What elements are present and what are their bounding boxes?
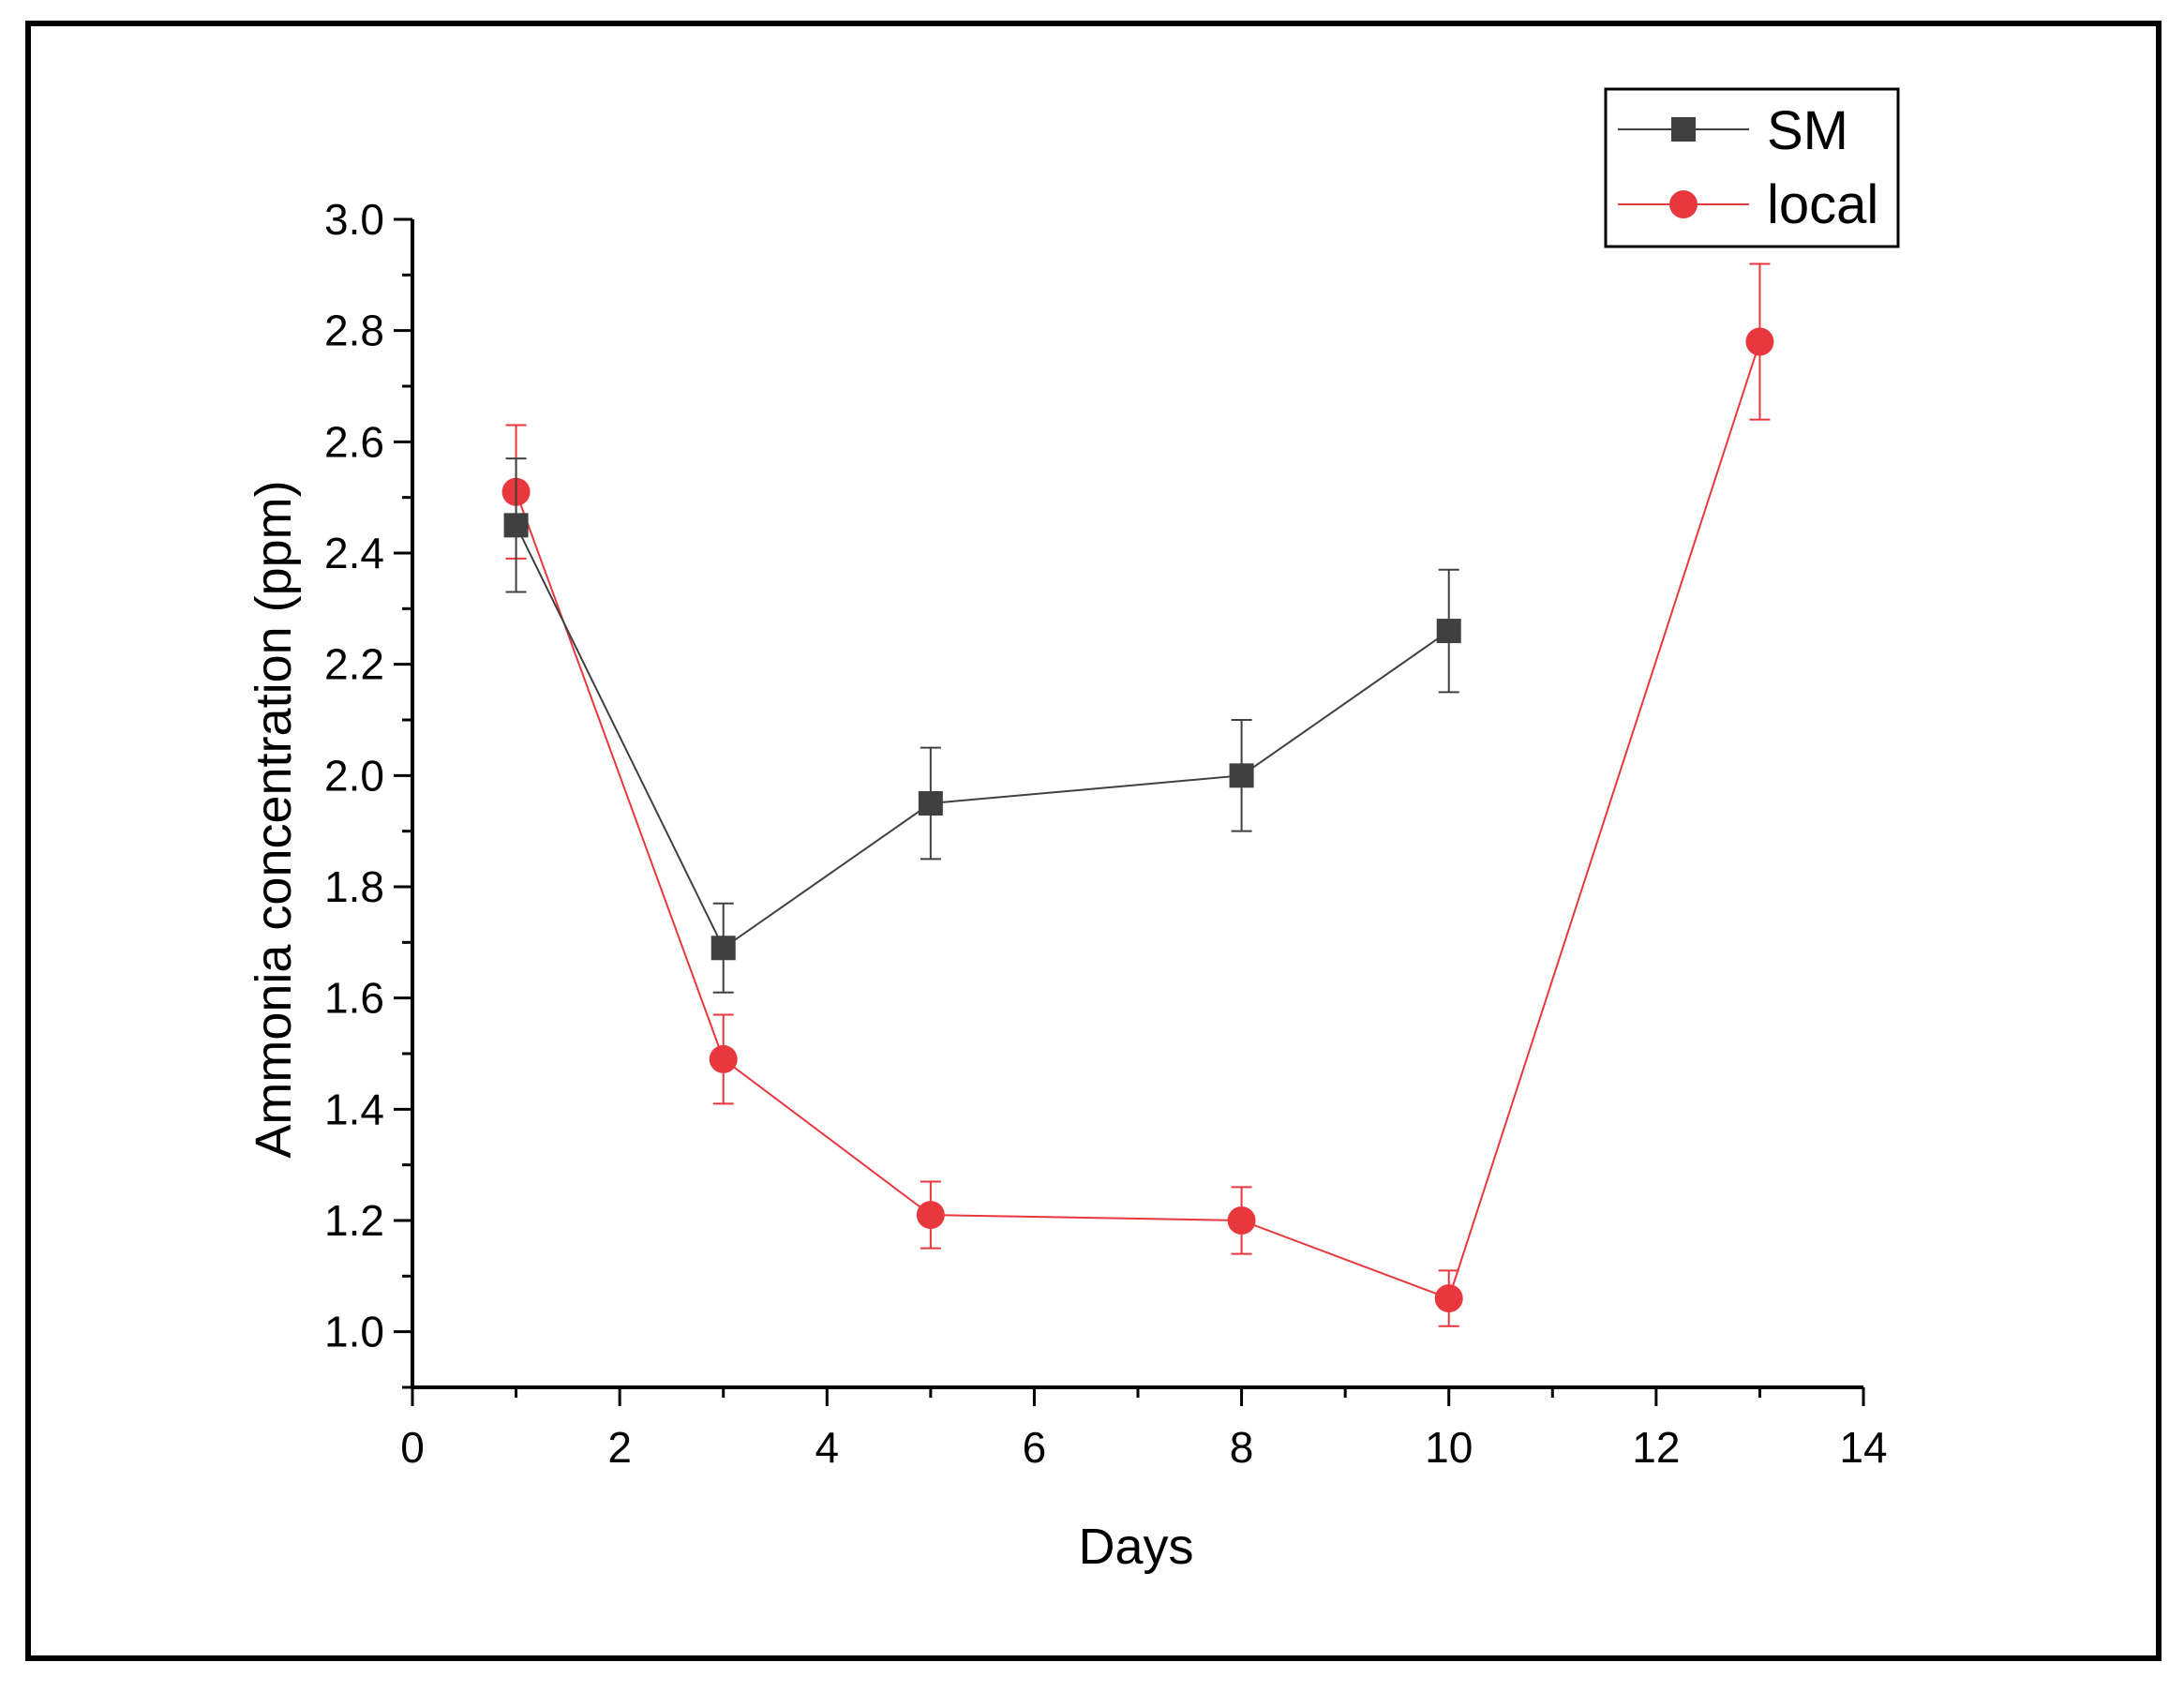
y-tick-label: 2.2 [324,640,384,689]
x-tick-label: 10 [1425,1423,1473,1472]
y-tick-label: 2.8 [324,307,384,355]
series-sm-line [515,524,1450,950]
legend-local-marker [1669,190,1698,218]
data-point-sm [918,791,943,816]
data-point-local [1434,1284,1463,1313]
legend-box [1604,87,1900,248]
axes: 1.0 1.2 1.4 1.6 1.8 2.0 2.2 2.4 2.6 2.8 3.0 0 2 4 6 8 10… [324,195,1888,1472]
x-tick-label: 0 [400,1423,425,1472]
data-point-local [1227,1206,1256,1235]
x-tick-label: 8 [1230,1423,1254,1472]
series-local [501,262,1774,1327]
y-tick-label: 1.4 [324,1085,384,1133]
y-axis-title: Ammonia concentration (ppm) [246,480,302,1158]
x-tick-label: 12 [1632,1423,1680,1472]
series-sm [503,457,1461,994]
y-tick-label: 2.0 [324,751,384,800]
x-tick-label: 6 [1023,1423,1047,1472]
data-point-sm [1229,763,1254,788]
x-tick-label: 2 [607,1423,632,1472]
legend: SM local [1604,87,1900,248]
y-tick-label: 1.8 [324,862,384,911]
data-point-sm [1436,619,1461,644]
series-local-line [515,341,1761,1300]
y-tick-label: 1.0 [324,1308,384,1356]
y-tick-label: 3.0 [324,195,384,244]
y-tick-label: 2.4 [324,529,384,577]
data-point-local [709,1044,738,1073]
y-tick-label: 1.6 [324,974,384,1023]
data-point-local [916,1201,945,1230]
x-tick-label: 14 [1839,1423,1887,1472]
y-tick-label: 1.2 [324,1196,384,1245]
y-tick-label: 2.6 [324,417,384,466]
data-point-sm [711,936,736,961]
legend-local-label: local [1767,174,1878,235]
x-tick-label: 4 [815,1423,839,1472]
data-point-sm [503,513,529,538]
x-axis-title: Days [1078,1519,1193,1575]
series-layer [501,262,1774,1327]
data-point-local [1745,327,1774,356]
legend-sm-label: SM [1767,100,1848,161]
legend-sm-marker [1671,117,1696,142]
